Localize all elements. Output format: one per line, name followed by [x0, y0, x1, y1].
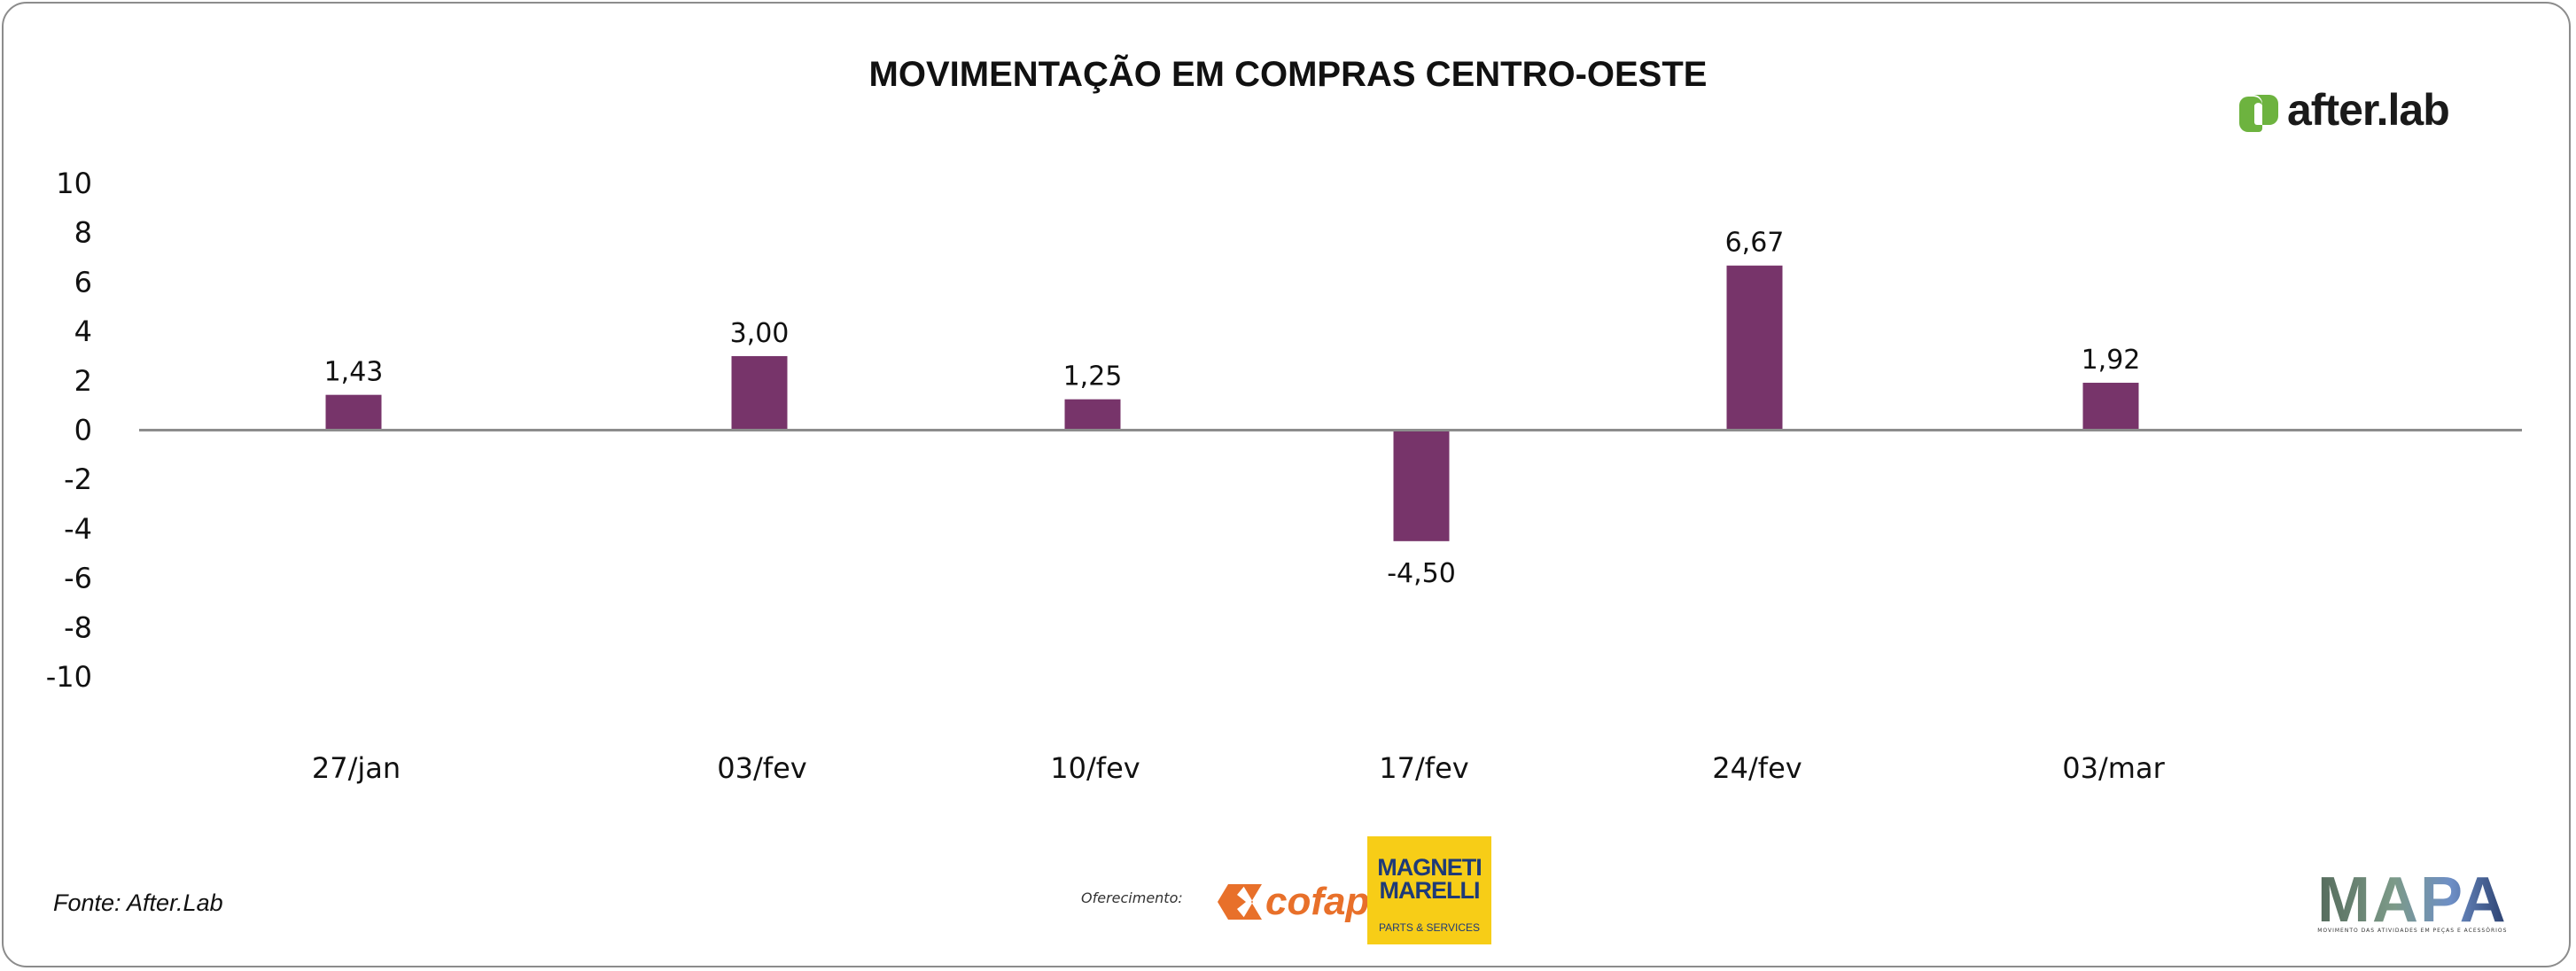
marelli-line1: MAGNETI	[1377, 854, 1483, 881]
sponsor-label: Oferecimento:	[1081, 889, 1183, 906]
mapa-logo-text: MAPA	[2317, 865, 2508, 936]
y-tick-label: 8	[74, 216, 92, 250]
afterlab-logo: after.lab	[2237, 84, 2450, 136]
data-label: 3,00	[730, 318, 790, 349]
cofap-logo-icon	[1218, 884, 1262, 920]
y-tick-label: 4	[74, 315, 92, 348]
marelli-line2: MARELLI	[1379, 877, 1481, 904]
data-label: 1,25	[1063, 361, 1123, 392]
magneti-marelli-logo: MAGNETI MARELLI PARTS & SERVICES	[1367, 836, 1491, 944]
bar	[2082, 383, 2139, 431]
chart-title: MOVIMENTAÇÃO EM COMPRAS CENTRO-OESTE	[868, 55, 1708, 94]
y-tick-label: -8	[64, 610, 92, 644]
y-tick-label: -4	[64, 512, 92, 546]
afterlab-logo-text: after.lab	[2287, 85, 2450, 135]
x-tick-label: 03/fev	[717, 751, 806, 785]
x-tick-label: 03/mar	[2062, 751, 2165, 785]
x-tick-label: 17/fev	[1379, 751, 1468, 785]
data-label: 1,43	[324, 357, 384, 388]
mapa-logo: MAPA MOVIMENTO DAS ATIVIDADES EM PEÇAS E…	[2317, 865, 2508, 936]
x-tick-label: 10/fev	[1050, 751, 1140, 785]
bar	[1064, 399, 1121, 431]
y-tick-label: 6	[74, 265, 92, 299]
y-tick-label: 0	[74, 414, 92, 447]
y-tick-label: 2	[74, 364, 92, 398]
cofap-logo: cofap	[1216, 880, 1369, 924]
y-tick-label: 10	[56, 167, 92, 200]
data-label: 6,67	[1725, 228, 1785, 259]
bar	[1393, 430, 1450, 541]
cofap-logo-text: cofap	[1265, 880, 1370, 923]
afterlab-logo-icon	[2239, 95, 2278, 132]
y-tick-label: -10	[46, 660, 92, 694]
marelli-tagline: PARTS & SERVICES	[1378, 921, 1481, 934]
bar	[1726, 265, 1783, 431]
source-note: Fonte: After.Lab	[53, 889, 223, 916]
bar	[731, 355, 788, 431]
x-tick-label: 27/jan	[312, 751, 401, 785]
x-tick-label: 24/fev	[1712, 751, 1802, 785]
data-label: -4,50	[1387, 558, 1456, 589]
bar	[325, 394, 382, 431]
data-label: 1,92	[2082, 345, 2141, 376]
y-tick-label: -6	[64, 562, 92, 595]
mapa-tagline: MOVIMENTO DAS ATIVIDADES EM PEÇAS E ACES…	[2317, 928, 2508, 934]
y-tick-label: -2	[64, 462, 92, 496]
